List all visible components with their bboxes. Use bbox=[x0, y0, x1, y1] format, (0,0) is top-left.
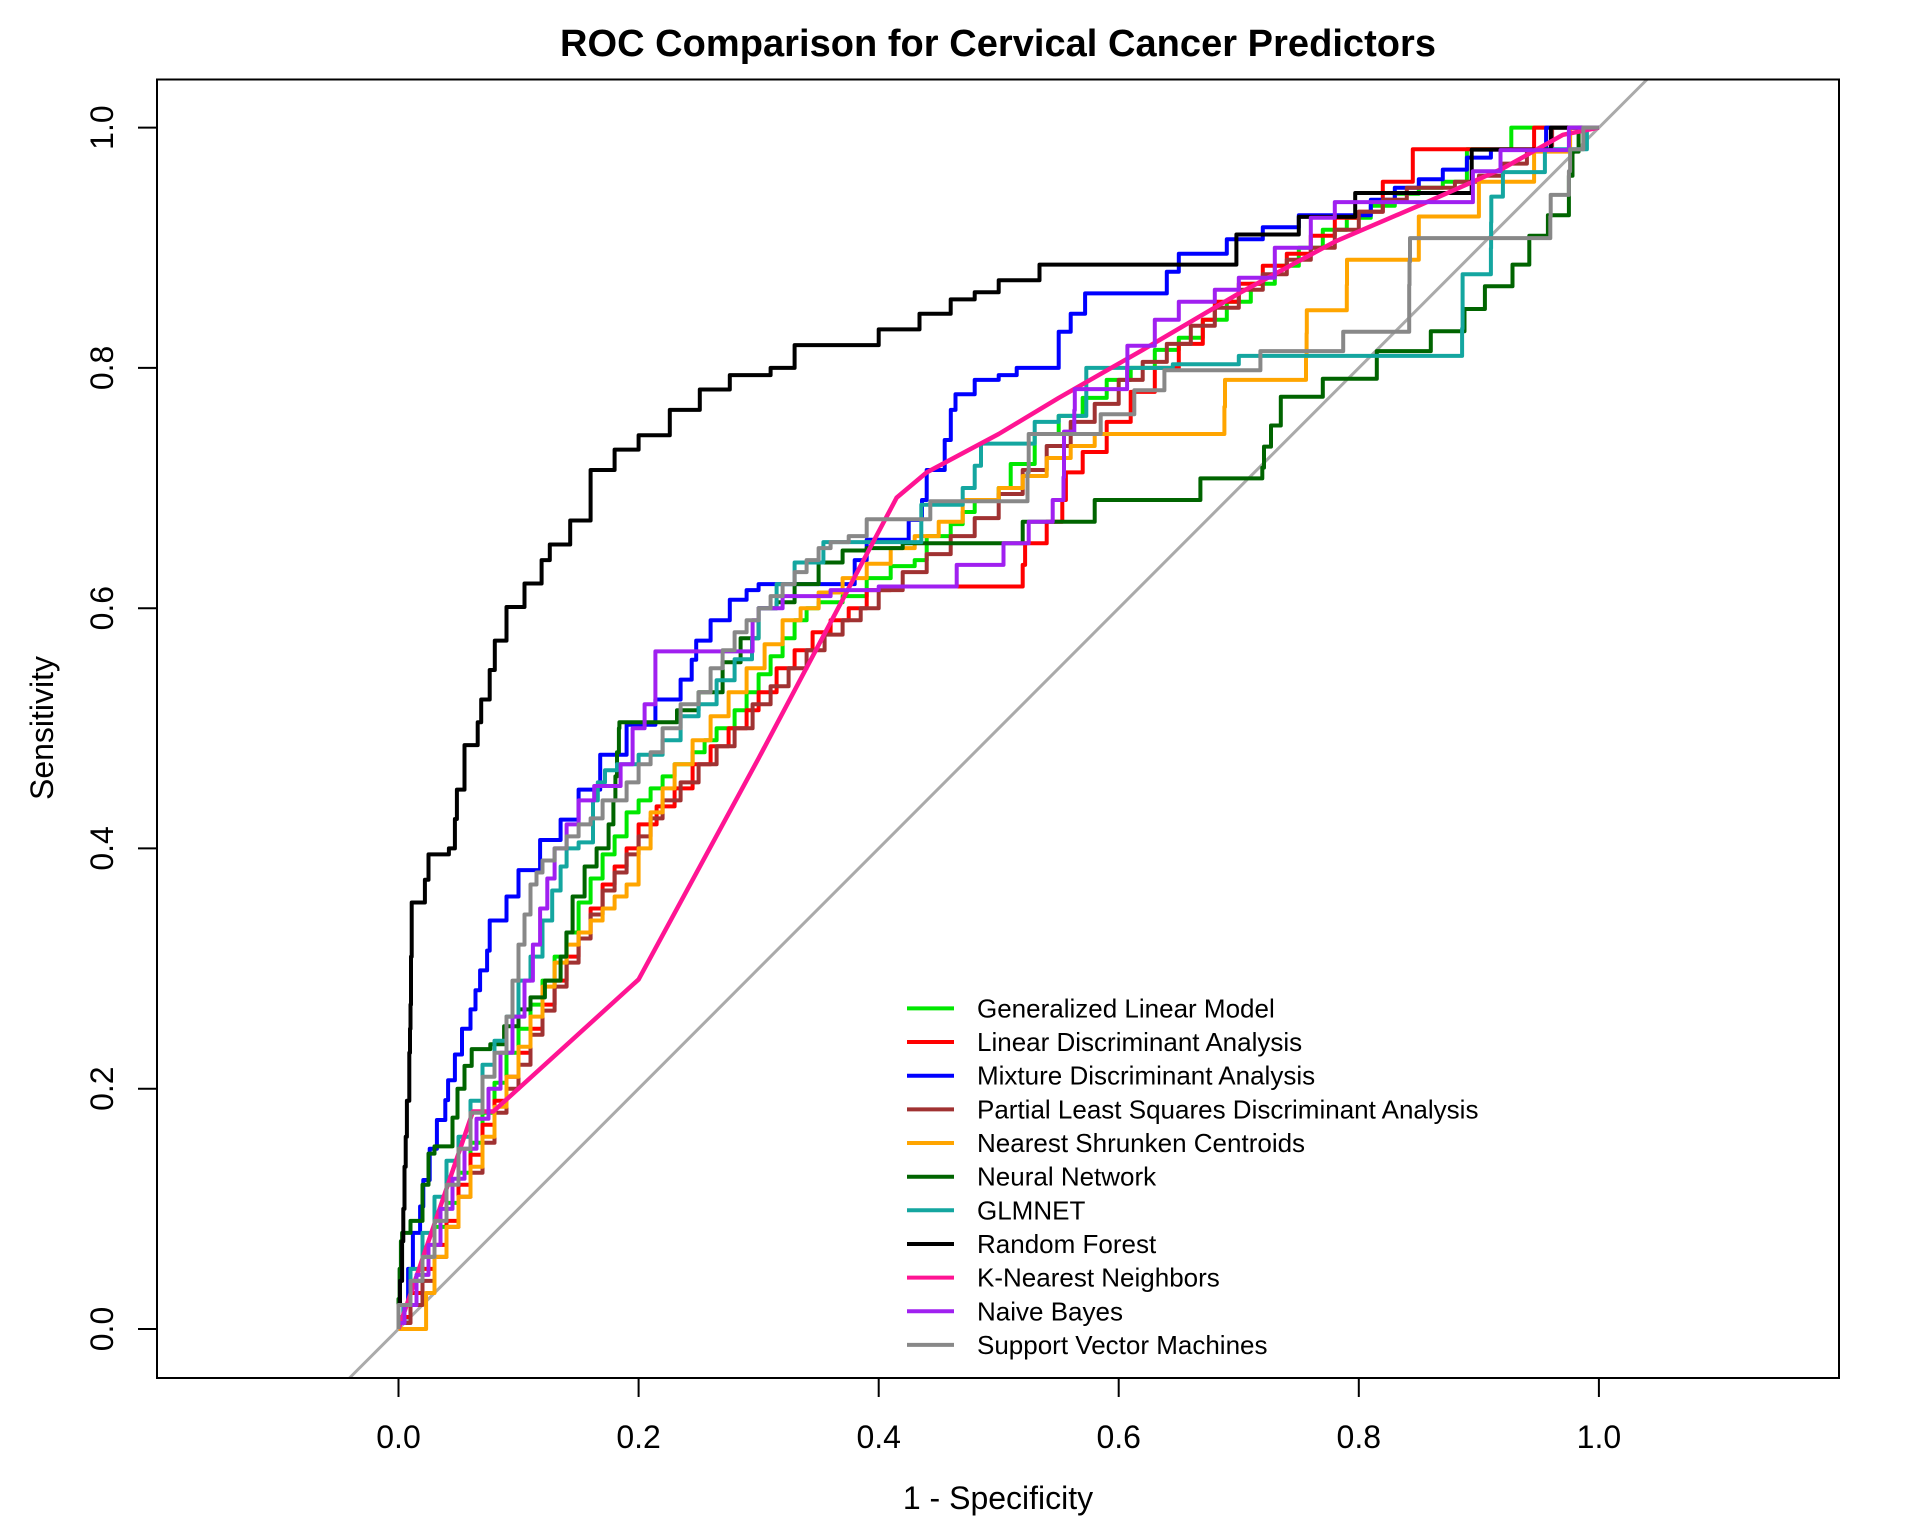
svg-text:Linear Discriminant Analysis: Linear Discriminant Analysis bbox=[977, 1027, 1302, 1057]
svg-text:0.6: 0.6 bbox=[84, 586, 120, 630]
svg-text:K-Nearest Neighbors: K-Nearest Neighbors bbox=[977, 1263, 1220, 1293]
svg-text:Sensitivity: Sensitivity bbox=[24, 656, 60, 800]
svg-text:Naive Bayes: Naive Bayes bbox=[977, 1296, 1123, 1326]
svg-text:Neural Network: Neural Network bbox=[977, 1162, 1157, 1192]
svg-text:Generalized Linear Model: Generalized Linear Model bbox=[977, 993, 1275, 1023]
svg-text:1.0: 1.0 bbox=[84, 105, 120, 149]
svg-text:Mixture Discriminant Analysis: Mixture Discriminant Analysis bbox=[977, 1061, 1315, 1091]
svg-text:0.0: 0.0 bbox=[376, 1419, 420, 1455]
svg-text:Random Forest: Random Forest bbox=[977, 1229, 1157, 1259]
svg-text:1 - Specificity: 1 - Specificity bbox=[903, 1480, 1093, 1516]
svg-text:0.4: 0.4 bbox=[84, 826, 120, 870]
svg-text:0.8: 0.8 bbox=[84, 346, 120, 390]
svg-text:0.6: 0.6 bbox=[1096, 1419, 1140, 1455]
svg-text:0.4: 0.4 bbox=[856, 1419, 900, 1455]
svg-text:0.0: 0.0 bbox=[84, 1307, 120, 1351]
svg-text:ROC Comparison for Cervical Ca: ROC Comparison for Cervical Cancer Predi… bbox=[560, 23, 1436, 65]
svg-text:GLMNET: GLMNET bbox=[977, 1195, 1085, 1225]
svg-text:Support Vector Machines: Support Vector Machines bbox=[977, 1330, 1268, 1360]
svg-text:0.8: 0.8 bbox=[1337, 1419, 1381, 1455]
svg-text:Partial Least Squares Discrimi: Partial Least Squares Discriminant Analy… bbox=[977, 1094, 1478, 1124]
svg-text:0.2: 0.2 bbox=[616, 1419, 660, 1455]
svg-text:0.2: 0.2 bbox=[84, 1066, 120, 1110]
svg-text:1.0: 1.0 bbox=[1577, 1419, 1621, 1455]
svg-text:Nearest Shrunken Centroids: Nearest Shrunken Centroids bbox=[977, 1128, 1305, 1158]
